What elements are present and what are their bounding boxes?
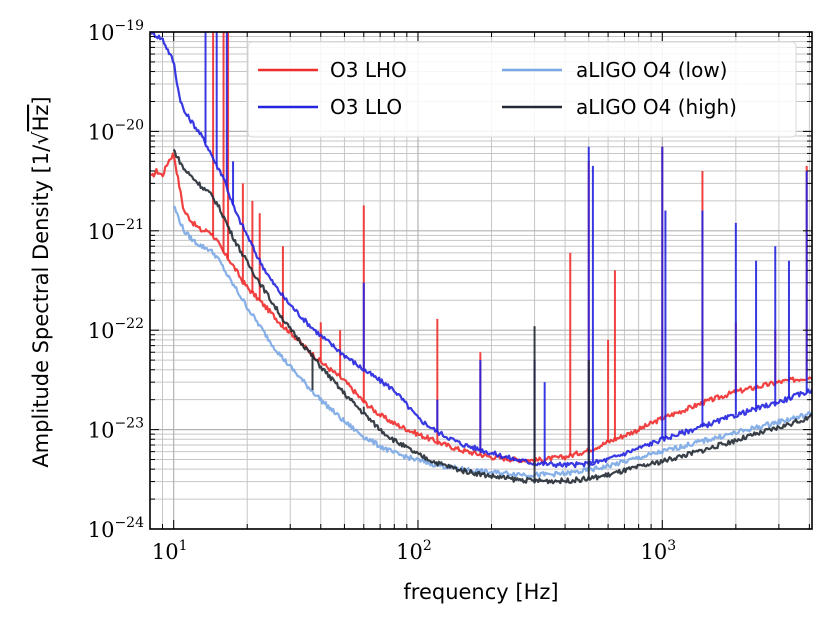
y-tick-label: 10−22 <box>88 316 144 343</box>
x-tick-labels: 101 102 103 <box>152 538 676 564</box>
series-o3-llo <box>150 32 812 469</box>
legend: O3 LHO O3 LLO aLIGO O4 (low) aLIGO O4 (h… <box>247 41 797 138</box>
legend-box <box>247 41 797 138</box>
x-tick-label: 101 <box>152 538 188 564</box>
x-tick-label: 103 <box>640 538 676 564</box>
y-tick-label: 10−23 <box>88 416 144 443</box>
series-line <box>172 148 812 485</box>
legend-label-o3-lho: O3 LHO <box>330 58 407 82</box>
legend-label-o4-high: aLIGO O4 (high) <box>576 95 737 119</box>
y-tick-label: 10−19 <box>88 18 144 45</box>
legend-label-o3-llo: O3 LLO <box>330 95 402 119</box>
y-tick-labels: 10−24 10−23 10−22 10−21 10−20 10−19 <box>88 18 144 542</box>
y-axis-title: Amplitude Spectral Density [1/√Hz] <box>29 96 53 467</box>
x-axis-title: frequency [Hz] <box>403 580 558 604</box>
legend-label-o4-low: aLIGO O4 (low) <box>576 58 727 82</box>
y-tick-label: 10−20 <box>88 117 144 144</box>
y-tick-label: 10−21 <box>88 217 144 244</box>
x-tick-label: 102 <box>396 538 432 564</box>
y-axis-title-hz: Hz <box>29 105 53 132</box>
plot-frame <box>149 31 813 530</box>
y-tick-label: 10−24 <box>88 515 144 542</box>
series-layer <box>150 32 812 485</box>
series-aligo-o4-high- <box>172 148 812 485</box>
